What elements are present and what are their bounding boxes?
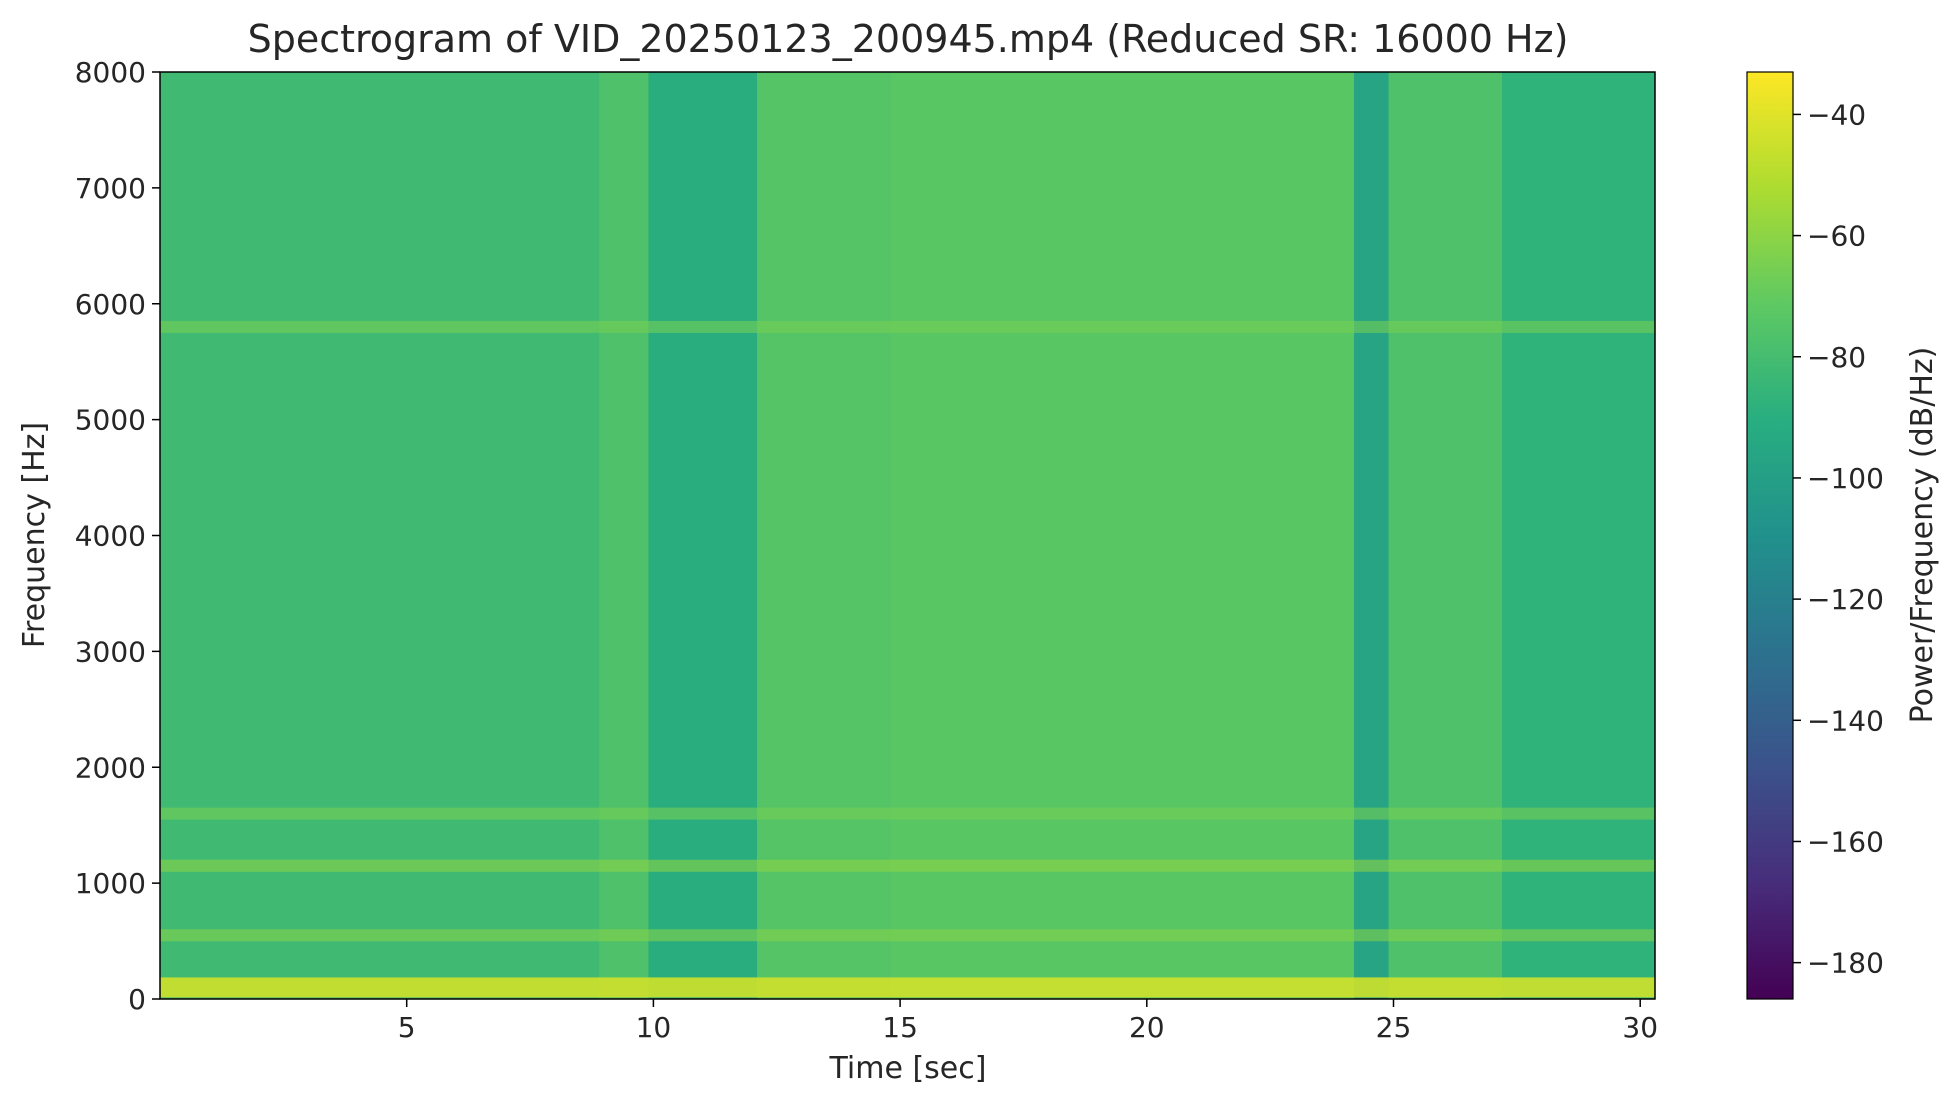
time-segment <box>1354 72 1389 999</box>
x-tick-label: 5 <box>398 1011 416 1044</box>
frequency-band <box>160 320 1655 333</box>
colorbar <box>1746 71 1794 1000</box>
colorbar-ticks: −40 −60 −80 −100 −120 −140 −160 −180 <box>1793 98 1884 980</box>
colorbar-tick-label: −180 <box>1807 947 1884 980</box>
colorbar-tick-label: −100 <box>1807 462 1884 495</box>
y-tick-label: 0 <box>128 983 146 1016</box>
plot-area <box>160 72 1655 999</box>
y-axis-ticks: 0 1000 2000 3000 4000 5000 6000 7000 8000 <box>75 56 160 1016</box>
y-axis-label: Frequency [Hz] <box>17 422 52 648</box>
colorbar-tick-label: −140 <box>1807 704 1884 737</box>
time-segment <box>890 72 1355 999</box>
y-tick-label: 8000 <box>75 56 146 89</box>
x-axis-label: Time [sec] <box>829 1051 987 1086</box>
x-axis-ticks: 5 10 15 20 25 30 <box>398 999 1658 1044</box>
time-segment <box>757 72 891 999</box>
x-tick-label: 30 <box>1622 1011 1658 1044</box>
chart-title: Spectrogram of VID_20250123_200945.mp4 (… <box>248 17 1569 61</box>
x-tick-label: 10 <box>636 1011 672 1044</box>
x-tick-label: 25 <box>1376 1011 1412 1044</box>
y-tick-label: 7000 <box>75 172 146 205</box>
x-tick-label: 20 <box>1129 1011 1165 1044</box>
frequency-band <box>160 807 1655 820</box>
colorbar-tick-label: −160 <box>1807 825 1884 858</box>
time-segment <box>599 72 649 999</box>
y-tick-label: 3000 <box>75 635 146 668</box>
time-segment <box>160 72 600 999</box>
y-tick-label: 5000 <box>75 404 146 437</box>
time-segment <box>648 72 758 999</box>
colorbar-tick-label: −40 <box>1807 98 1866 131</box>
y-tick-label: 2000 <box>75 751 146 784</box>
time-segment <box>1502 72 1655 999</box>
y-tick-label: 6000 <box>75 288 146 321</box>
colorbar-tick-label: −80 <box>1807 341 1866 374</box>
colorbar-tick-label: −120 <box>1807 583 1884 616</box>
frequency-band <box>160 977 1655 998</box>
frequency-band <box>160 929 1655 942</box>
y-tick-label: 1000 <box>75 867 146 900</box>
frequency-band <box>160 859 1655 872</box>
colorbar-tick-label: −60 <box>1807 220 1866 253</box>
y-tick-label: 4000 <box>75 520 146 553</box>
x-tick-label: 15 <box>882 1011 918 1044</box>
time-segment <box>1388 72 1503 999</box>
colorbar-label: Power/Frequency (dB/Hz) <box>1905 347 1940 724</box>
